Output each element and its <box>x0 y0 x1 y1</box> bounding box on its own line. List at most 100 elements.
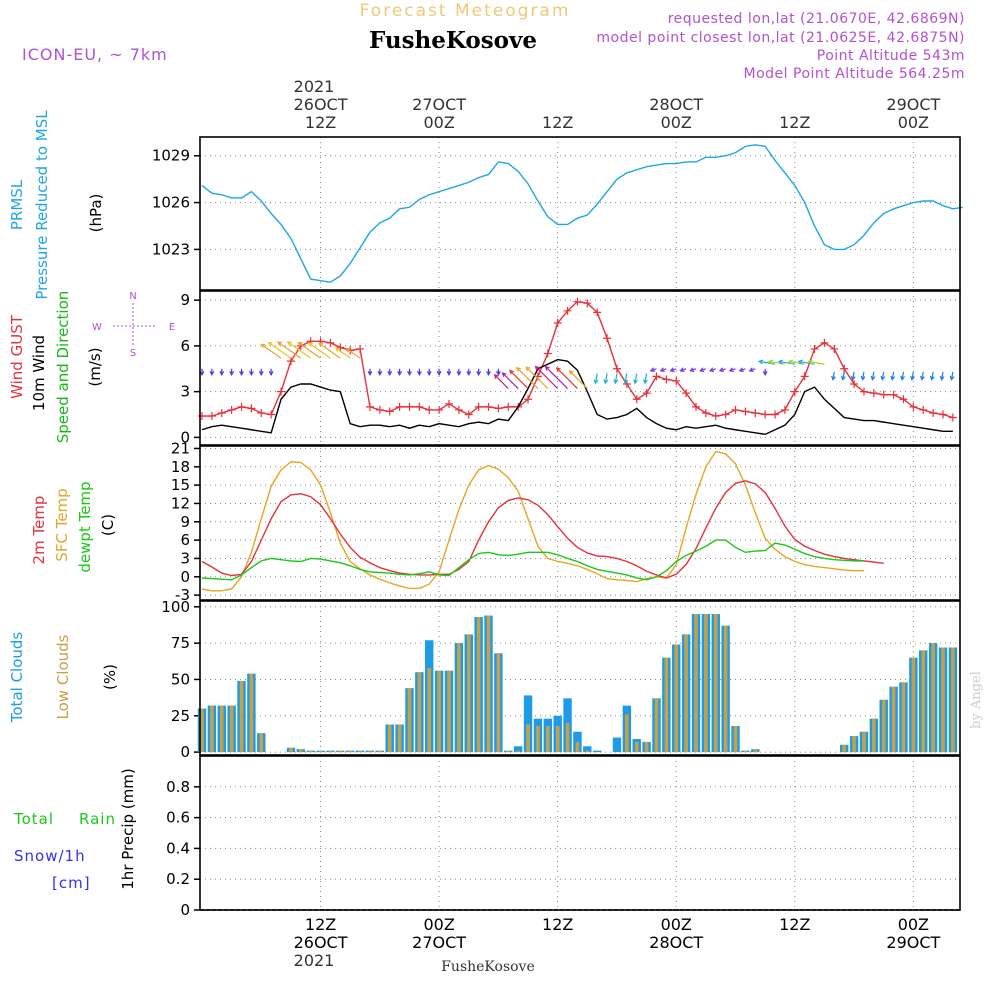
total-cloud-bar-42 <box>612 737 622 753</box>
temperature-ytick-label-6: 15 <box>171 476 190 494</box>
compass-w: W <box>92 322 102 333</box>
gust-line-point-53 <box>721 410 730 419</box>
wind-dir-arrow-63 <box>808 360 825 365</box>
panel-border-2 <box>199 445 961 601</box>
low-cloud-bar-36 <box>555 725 560 753</box>
wind-dir-head-18 <box>377 370 383 377</box>
bottom-time-label-4: 12Z <box>779 915 810 934</box>
wind-dir-head-16 <box>345 347 351 353</box>
gust-line-point-6 <box>257 408 266 417</box>
temperature-plot-area <box>200 446 960 600</box>
panel-border-3 <box>199 600 961 756</box>
wind-dir-head-51 <box>699 367 705 373</box>
precipitation-ytick-label-2: 0.4 <box>166 839 190 857</box>
low-cloud-bar-39 <box>585 750 590 753</box>
gust-line-point-48 <box>672 376 681 385</box>
bottom-time-label-1: 00Z <box>423 915 454 934</box>
requested-location: requested lon,lat (21.0670E, 42.6869N) <box>668 11 965 27</box>
low-cloud-bar-16 <box>358 750 362 753</box>
wind-dir-arrow-12 <box>297 341 321 359</box>
wind-dir-head-59 <box>767 359 774 365</box>
wind-dir-head-4 <box>239 370 244 377</box>
wind-dir-label: Speed and Direction <box>54 291 72 444</box>
wind-dir-head-45 <box>643 379 648 385</box>
wind-dir-arrow-32 <box>502 372 519 390</box>
top-date-label-1: 27OCT <box>412 95 466 114</box>
low-cloud-bar-6 <box>259 733 264 753</box>
temperature-ytick-label-0: -3 <box>175 586 190 604</box>
precipitation-ytick-label-1: 0.2 <box>166 870 190 888</box>
bottom-year-label: 2021 <box>294 951 335 970</box>
gust-line-point-37 <box>563 306 572 315</box>
gust-line-point-72 <box>909 402 918 411</box>
wind-dir-arrow-71 <box>901 371 905 380</box>
low-cloud-bar-2 <box>219 705 224 753</box>
gust-line-point-46 <box>652 372 661 381</box>
low-cloud-bar-10 <box>299 749 303 753</box>
gust-line-point-75 <box>939 410 947 419</box>
wind-dir-arrow-64 <box>832 371 835 380</box>
total-cloud-bar-33 <box>523 695 533 753</box>
gust-line-point-23 <box>425 405 434 414</box>
gust-line-point-36 <box>553 319 562 328</box>
wind-dir-head-14 <box>317 342 324 348</box>
temp-2m-line <box>201 480 884 579</box>
precipitation-ytick-label-3: 0.6 <box>166 809 190 827</box>
gust-line-point-69 <box>879 390 888 399</box>
chart-panels: 1023102610290369-30369121518210255075100… <box>152 136 963 919</box>
wind-dir-head-43 <box>623 379 629 385</box>
temp-sfc-label: SFC Temp <box>53 488 71 561</box>
wind-dir-head-1 <box>209 370 215 377</box>
total-clouds-label: Total Clouds <box>8 632 26 724</box>
temperature-ytick-label-2: 3 <box>180 549 190 567</box>
low-cloud-bar-30 <box>496 653 501 753</box>
wind-dir-arrow-65 <box>842 371 845 380</box>
wind-dir-arrow-37 <box>545 366 568 390</box>
wind-dir-arrow-9 <box>268 341 292 359</box>
wind-dir-arrow-8 <box>261 343 282 359</box>
low-cloud-bar-37 <box>565 723 570 753</box>
low-cloud-bar-55 <box>743 750 748 753</box>
wind-dir-head-15 <box>334 347 340 352</box>
wind-dir-arrow-75 <box>941 371 944 380</box>
wind-dir-arrow-42 <box>614 373 618 384</box>
low-cloud-bar-31 <box>506 750 511 753</box>
bottom-time-label-5: 00Z <box>898 915 929 934</box>
low-cloud-bar-44 <box>634 741 639 753</box>
gust-line-point-20 <box>395 402 404 411</box>
gust-line-point-2 <box>217 408 226 417</box>
low-cloud-bar-33 <box>526 724 530 753</box>
wind-dir-head-64 <box>831 375 836 381</box>
gust-line-point-41 <box>603 334 612 343</box>
wind-dir-arrow-34 <box>516 367 539 390</box>
wind-dir-head-44 <box>633 379 638 385</box>
wind-dir-head-28 <box>476 370 482 377</box>
gust-line-point-29 <box>484 402 493 411</box>
gust-line-point-14 <box>336 343 345 352</box>
low-cloud-bar-38 <box>575 741 580 753</box>
panel-border-4 <box>199 755 961 911</box>
low-cloud-bar-43 <box>625 714 629 753</box>
station-footer: FusheKosove <box>441 959 535 975</box>
wind-dir-arrow-40 <box>594 373 598 384</box>
low-cloud-bar-13 <box>328 750 333 753</box>
wind-dir-head-67 <box>860 375 866 381</box>
gust-line-point-24 <box>435 405 444 414</box>
wind-dir-head-46 <box>649 367 655 373</box>
precip-unit-label: 1hr Precip (mm) <box>119 768 137 889</box>
gust-line-point-27 <box>464 410 473 419</box>
total-cloud-bar-32 <box>513 746 523 753</box>
low-cloud-bar-75 <box>941 647 945 753</box>
temp-unit-label: (C) <box>99 514 117 536</box>
wind-dir-head-48 <box>669 367 675 373</box>
low-cloud-bar-3 <box>229 705 234 753</box>
wind-dir-head-8 <box>260 343 266 349</box>
pressure-unit-label: (hPa) <box>87 194 105 233</box>
gust-line-point-35 <box>543 349 552 358</box>
wind-dir-head-7 <box>268 370 274 377</box>
product-title: Forecast Meteogram <box>360 1 571 21</box>
wind-dir-head-29 <box>486 370 491 377</box>
low-cloud-bar-14 <box>338 750 343 753</box>
wind-dir-head-57 <box>762 370 768 377</box>
